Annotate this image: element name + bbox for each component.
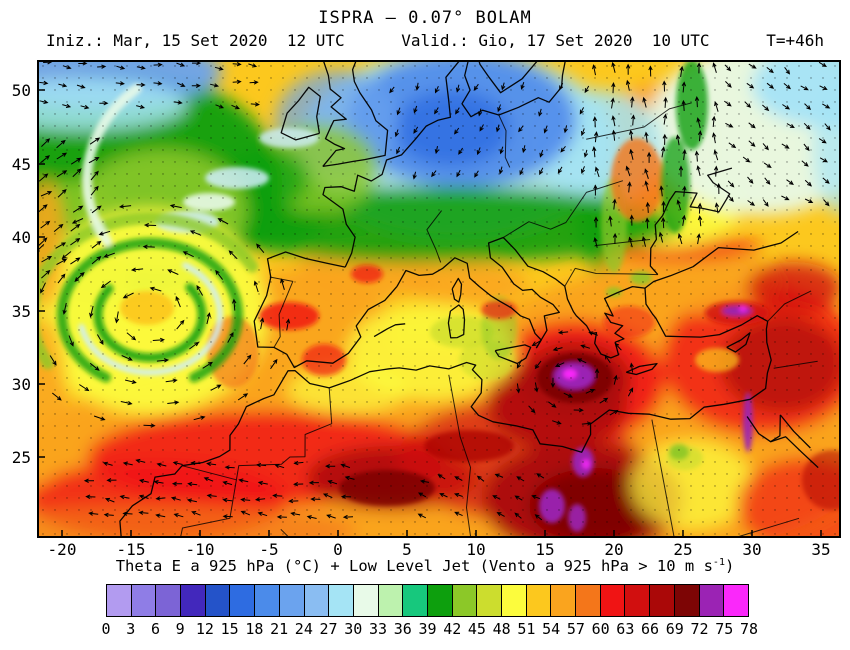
colorbar-tick-label: 48 <box>492 620 511 638</box>
x-tick-label: -15 <box>116 540 146 559</box>
colorbar-tick-label: 27 <box>319 620 338 638</box>
colorbar-cell <box>427 585 453 616</box>
colorbar-tick-label: 3 <box>126 620 136 638</box>
x-tick-label: 15 <box>535 540 555 559</box>
colorbar-cell <box>329 585 354 616</box>
colorbar-cell <box>600 585 626 616</box>
colorbar-tick-label: 18 <box>245 620 264 638</box>
x-tick-label: 20 <box>604 540 624 559</box>
colorbar-cell <box>650 585 675 616</box>
colorbar-tick-label: 30 <box>344 620 363 638</box>
colorbar-tick-label: 78 <box>739 620 758 638</box>
colorbar-cell <box>551 585 577 616</box>
colorbar-tick-label: 6 <box>150 620 160 638</box>
colorbar-cell <box>403 585 428 616</box>
colorbar-tick-label: 24 <box>294 620 313 638</box>
colorbar-tick-label: 36 <box>393 620 412 638</box>
colorbar-cell <box>131 585 157 616</box>
longitude-axis: -20 -15 -10 -5 0 5 10 15 20 25 30 35 <box>37 540 841 559</box>
y-tick-label: 35 <box>11 302 31 321</box>
colorbar-cell <box>255 585 280 616</box>
colorbar-cell <box>724 585 748 616</box>
colorbar-cell <box>625 585 651 616</box>
colorbar-tick-label: 12 <box>195 620 214 638</box>
colorbar-cell <box>181 585 206 616</box>
colorbar-tick-label: 9 <box>175 620 185 638</box>
colorbar-tick-label: 15 <box>220 620 239 638</box>
colorbar-tick-label: 51 <box>517 620 536 638</box>
field-caption: Theta E a 925 hPa (°C) + Low Level Jet (… <box>115 557 735 576</box>
page-title: ISPRA — 0.07° BOLAM <box>318 8 532 28</box>
x-tick-label: -10 <box>185 540 215 559</box>
colorbar-cell <box>674 585 700 616</box>
colorbar-tick-label: 72 <box>690 620 709 638</box>
colorbar-tick-label: 21 <box>270 620 289 638</box>
colorbar-cell <box>353 585 379 616</box>
colorbar-cell <box>699 585 725 616</box>
map-canvas <box>37 60 841 538</box>
x-tick-label: 35 <box>811 540 831 559</box>
colorbar <box>106 584 749 617</box>
latitude-axis: 50 45 40 35 30 25 <box>2 60 33 538</box>
colorbar-cell <box>205 585 231 616</box>
init-time-label: Iniz.: Mar, 15 Set 2020 12 UTC <box>46 31 345 50</box>
run-info-line: Iniz.: Mar, 15 Set 2020 12 UTC Valid.: G… <box>46 31 824 50</box>
colorbar-cell <box>156 585 182 616</box>
colorbar-tick-label: 75 <box>715 620 734 638</box>
y-tick-label: 50 <box>11 81 31 100</box>
x-tick-label: 25 <box>673 540 693 559</box>
x-tick-label: 0 <box>333 540 343 559</box>
x-tick-label: 30 <box>742 540 762 559</box>
x-tick-label: -5 <box>259 540 279 559</box>
colorbar-tick-label: 33 <box>368 620 388 638</box>
colorbar-cell <box>378 585 404 616</box>
colorbar-cell <box>107 585 132 616</box>
colorbar-tick-label: 60 <box>591 620 610 638</box>
colorbar-cell <box>452 585 478 616</box>
colorbar-cell <box>477 585 502 616</box>
lead-time-label: T=+46h <box>766 31 824 50</box>
map-area <box>37 60 841 538</box>
colorbar-tick-label: 39 <box>418 620 437 638</box>
colorbar-cell <box>576 585 601 616</box>
colorbar-tick-label: 54 <box>542 620 561 638</box>
caption-superscript: -1 <box>712 557 725 568</box>
colorbar-tick-label: 63 <box>616 620 635 638</box>
y-tick-label: 40 <box>11 228 31 247</box>
y-tick-label: 30 <box>11 375 31 394</box>
colorbar-tick-label: 0 <box>101 620 111 638</box>
x-tick-label: 10 <box>466 540 486 559</box>
colorbar-tick-label: 57 <box>566 620 585 638</box>
colorbar-tick-label: 69 <box>665 620 684 638</box>
y-tick-label: 25 <box>11 448 31 467</box>
colorbar-labels: 0 3 6 9 12 15 18 21 24 27 30 33 36 39 42 45 48 51 54 57 60 63… <box>0 620 850 640</box>
colorbar-cell <box>526 585 552 616</box>
colorbar-cell <box>502 585 527 616</box>
y-tick-label: 45 <box>11 155 31 174</box>
colorbar-tick-label: 66 <box>641 620 660 638</box>
colorbar-cell <box>230 585 256 616</box>
colorbar-tick-label: 45 <box>467 620 486 638</box>
x-tick-label: 5 <box>402 540 412 559</box>
valid-time-label: Valid.: Gio, 17 Set 2020 10 UTC <box>401 31 710 50</box>
colorbar-cell <box>279 585 305 616</box>
colorbar-cell <box>304 585 330 616</box>
colorbar-tick-label: 42 <box>443 620 462 638</box>
x-tick-label: -20 <box>47 540 77 559</box>
